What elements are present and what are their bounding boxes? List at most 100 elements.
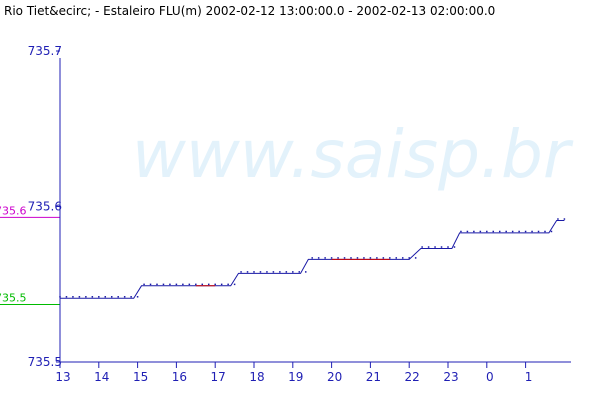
x-tick-label: 14 xyxy=(94,370,109,384)
data-point xyxy=(104,296,107,298)
data-point xyxy=(389,257,391,259)
data-point xyxy=(175,283,178,286)
data-point xyxy=(466,230,469,233)
data-point xyxy=(214,283,216,286)
data-point xyxy=(473,230,475,233)
data-point xyxy=(440,246,443,248)
data-point xyxy=(511,230,514,233)
data-point xyxy=(188,283,191,286)
data-point xyxy=(350,257,352,259)
data-point xyxy=(550,230,553,233)
data-point xyxy=(91,296,94,298)
data-point xyxy=(253,271,255,273)
data-point xyxy=(72,296,74,298)
data-point xyxy=(123,296,126,298)
data-point xyxy=(98,296,100,298)
data-point xyxy=(531,230,533,233)
data-point xyxy=(421,246,423,248)
data-point xyxy=(182,283,184,286)
data-point xyxy=(78,296,81,298)
data-point xyxy=(85,296,87,298)
data-point xyxy=(486,230,488,233)
data-point xyxy=(479,230,482,233)
data-point xyxy=(460,230,462,233)
x-tick-label: 22 xyxy=(405,370,420,384)
x-tick-label: 18 xyxy=(249,370,264,384)
data-point xyxy=(324,257,326,259)
x-tick-label: 21 xyxy=(366,370,381,384)
data-point xyxy=(356,257,359,259)
data-point xyxy=(298,271,301,273)
x-tick-label: 20 xyxy=(327,370,342,384)
data-point xyxy=(401,257,404,259)
x-tick-label: 15 xyxy=(133,370,148,384)
data-point xyxy=(233,283,236,286)
data-point xyxy=(518,230,520,233)
data-point xyxy=(369,257,372,259)
x-tick-label: 23 xyxy=(443,370,458,384)
data-point xyxy=(65,296,68,298)
x-tick-label: 19 xyxy=(288,370,303,384)
data-point xyxy=(311,257,313,259)
data-point xyxy=(304,271,307,273)
data-point xyxy=(130,296,132,298)
data-point xyxy=(285,271,288,273)
data-point xyxy=(149,283,152,286)
data-point xyxy=(110,296,113,298)
data-point xyxy=(363,257,365,259)
data-point xyxy=(563,218,566,220)
series-plot xyxy=(59,218,566,299)
threshold-label-735-5: 735.5 xyxy=(0,291,27,304)
data-point xyxy=(330,257,333,259)
data-point xyxy=(136,296,139,298)
data-point xyxy=(557,218,559,220)
data-point xyxy=(246,271,249,273)
data-point xyxy=(408,257,410,259)
data-point xyxy=(292,271,294,273)
data-point xyxy=(337,257,339,259)
data-point xyxy=(156,283,158,286)
data-point xyxy=(220,283,223,286)
data-point xyxy=(272,271,275,273)
x-tick-label: 16 xyxy=(172,370,187,384)
x-tick-label: 13 xyxy=(55,370,70,384)
data-point xyxy=(240,271,242,273)
data-point xyxy=(117,296,119,298)
watermark: www.saisp.br xyxy=(132,116,574,193)
data-point xyxy=(162,283,165,286)
data-point xyxy=(195,283,197,286)
data-point xyxy=(427,246,430,248)
data-point xyxy=(343,257,346,259)
y-tick-label: 735.7 xyxy=(28,44,62,58)
x-tick-label: 0 xyxy=(486,370,494,384)
data-point xyxy=(382,257,385,259)
data-point xyxy=(317,257,320,259)
x-axis-ticks: 13 14 15 16 17 18 19 20 21 22 23 0 1 xyxy=(55,362,532,384)
data-point xyxy=(207,283,210,286)
data-point xyxy=(544,230,546,233)
data-point xyxy=(376,257,378,259)
x-tick-label: 17 xyxy=(211,370,226,384)
data-point xyxy=(492,230,495,233)
series-line xyxy=(60,219,565,299)
data-point xyxy=(447,246,449,248)
axes xyxy=(59,58,571,363)
data-point xyxy=(143,283,145,286)
data-point xyxy=(453,246,456,248)
data-point xyxy=(537,230,540,233)
data-point xyxy=(395,257,398,259)
data-point xyxy=(434,246,436,248)
x-tick-label: 1 xyxy=(525,370,533,384)
data-point xyxy=(266,271,268,273)
y-tick-label: 735.5 xyxy=(28,355,62,369)
threshold-label-735-6: 735.6 xyxy=(0,204,27,217)
data-point xyxy=(414,257,417,259)
data-point xyxy=(498,230,501,233)
data-point xyxy=(201,283,204,286)
data-point xyxy=(169,283,171,286)
data-point xyxy=(279,271,281,273)
chart-title: Rio Tiet&ecirc; - Estaleiro FLU(m) 2002-… xyxy=(4,4,495,18)
y-tick-label: 735.6 xyxy=(28,200,62,214)
